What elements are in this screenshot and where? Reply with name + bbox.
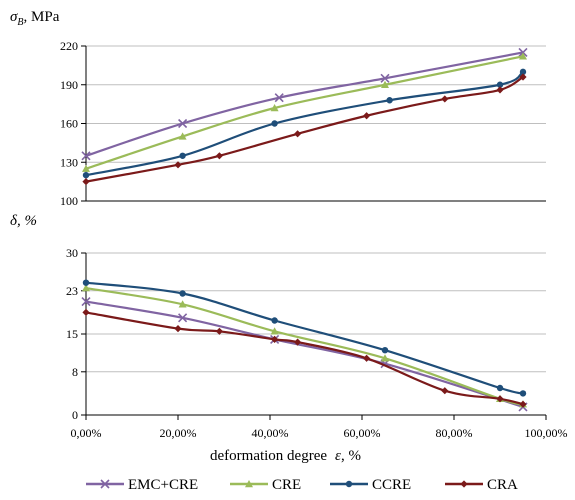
elongation-point-ccre: [381, 347, 389, 354]
elongation-y-tick-label: 15: [66, 327, 78, 341]
elongation-point-ccre: [179, 290, 186, 297]
elongation-point-emc-cre: [81, 297, 91, 307]
elongation-point-cre: [381, 354, 389, 362]
strength-point-cra: [363, 112, 371, 120]
legend-marker-cre: [245, 480, 253, 488]
strength-point-cre: [519, 52, 527, 60]
legend: EMC+CRE CRE CCRE CRA: [86, 477, 518, 493]
elongation-point-cra: [441, 387, 449, 395]
strength-point-cra: [294, 130, 302, 138]
elongation-point-cre: [270, 327, 279, 335]
elongation-chart-panel: δ, % 0 8 15 23 30 0,00% 20,00% 40,00% 60,00% 80,0…: [10, 213, 568, 440]
elongation-point-cre: [82, 284, 90, 292]
strength-y-tick-label: 160: [60, 117, 78, 131]
elongation-point-cra: [82, 308, 90, 316]
x-axis-label-symbol: ε: [335, 448, 341, 464]
strength-chart-panel: σB, MPa 100 130 160 190 220: [10, 9, 546, 208]
strength-point-cra: [441, 95, 449, 103]
elongation-point-cra: [174, 325, 182, 333]
legend-marker-ccre: [345, 480, 353, 488]
elongation-series-line-cra: [85, 311, 524, 406]
legend-marker-cra: [460, 480, 468, 488]
x-axis-label-unit: , %: [341, 448, 361, 464]
strength-axis-subscript: B: [17, 17, 23, 28]
elongation-point-cre: [178, 300, 187, 308]
strength-point-cra: [215, 152, 223, 160]
elongation-point-ccre: [82, 279, 90, 286]
elongation-point-emc-cre: [178, 313, 188, 323]
strength-y-tick-label: 190: [60, 78, 78, 92]
elongation-point-cra: [294, 338, 302, 346]
legend-label-emc-cre: EMC+CRE: [128, 477, 198, 493]
strength-point-ccre: [82, 171, 90, 179]
elongation-y-tick-label: 8: [72, 365, 78, 379]
strength-point-emc-cre: [81, 151, 91, 161]
legend-marker-emc-cre: [100, 479, 110, 489]
strength-point-cre: [270, 104, 279, 112]
elongation-y-tick-label: 0: [72, 408, 78, 422]
strength-point-cra: [174, 161, 182, 169]
strength-point-ccre: [496, 81, 504, 88]
legend-label-cra: CRA: [487, 477, 518, 493]
x-axis-label: deformation degree ε, %: [210, 448, 361, 464]
strength-y-tick-label: 100: [60, 194, 78, 208]
x-tick-label: 80,00%: [436, 426, 473, 440]
strength-axis-label: σB, MPa: [10, 9, 60, 28]
x-tick-label: 0,00%: [71, 426, 102, 440]
strength-point-cre: [82, 164, 90, 172]
elongation-point-cra: [519, 400, 527, 408]
strength-point-ccre: [386, 97, 393, 104]
legend-label-ccre: CCRE: [372, 477, 411, 493]
strength-point-cre: [178, 132, 187, 140]
elongation-point-ccre: [271, 317, 278, 324]
x-tick-label: 100,00%: [525, 426, 568, 440]
elongation-point-cra: [496, 395, 504, 403]
strength-point-cra: [519, 73, 527, 81]
x-tick-label: 60,00%: [344, 426, 381, 440]
strength-point-emc-cre: [178, 118, 188, 129]
strength-point-emc-cre: [274, 93, 284, 103]
strength-y-tick-label: 130: [60, 155, 78, 169]
legend-label-cre: CRE: [272, 477, 301, 493]
strength-axis-unit: , MPa: [24, 9, 60, 25]
elongation-series-line-emc-cre: [85, 300, 524, 408]
strength-series-line-cre: [85, 55, 524, 170]
strength-point-cra: [82, 178, 90, 186]
elongation-point-cra: [271, 335, 279, 343]
elongation-y-tick-label: 30: [66, 246, 78, 260]
x-tick-label: 20,00%: [160, 426, 197, 440]
strength-y-tick-label: 220: [60, 39, 78, 53]
elongation-point-cra: [215, 327, 223, 335]
strength-point-ccre: [179, 152, 186, 159]
strength-point-cre: [381, 80, 389, 88]
strength-series-line-emc-cre: [85, 51, 524, 157]
strength-point-ccre: [271, 120, 278, 127]
x-axis-label-main: deformation degree: [210, 448, 327, 464]
strength-point-emc-cre: [380, 73, 390, 83]
strength-point-ccre: [519, 68, 527, 76]
elongation-point-ccre: [519, 390, 527, 397]
elongation-y-tick-label: 23: [66, 284, 78, 298]
strength-point-cra: [496, 86, 504, 94]
elongation-point-cra: [363, 354, 371, 362]
strength-axis-symbol: σ: [10, 9, 18, 25]
elongation-axis-label: δ, %: [10, 213, 37, 229]
x-tick-label: 40,00%: [252, 426, 289, 440]
elongation-point-ccre: [496, 384, 504, 392]
